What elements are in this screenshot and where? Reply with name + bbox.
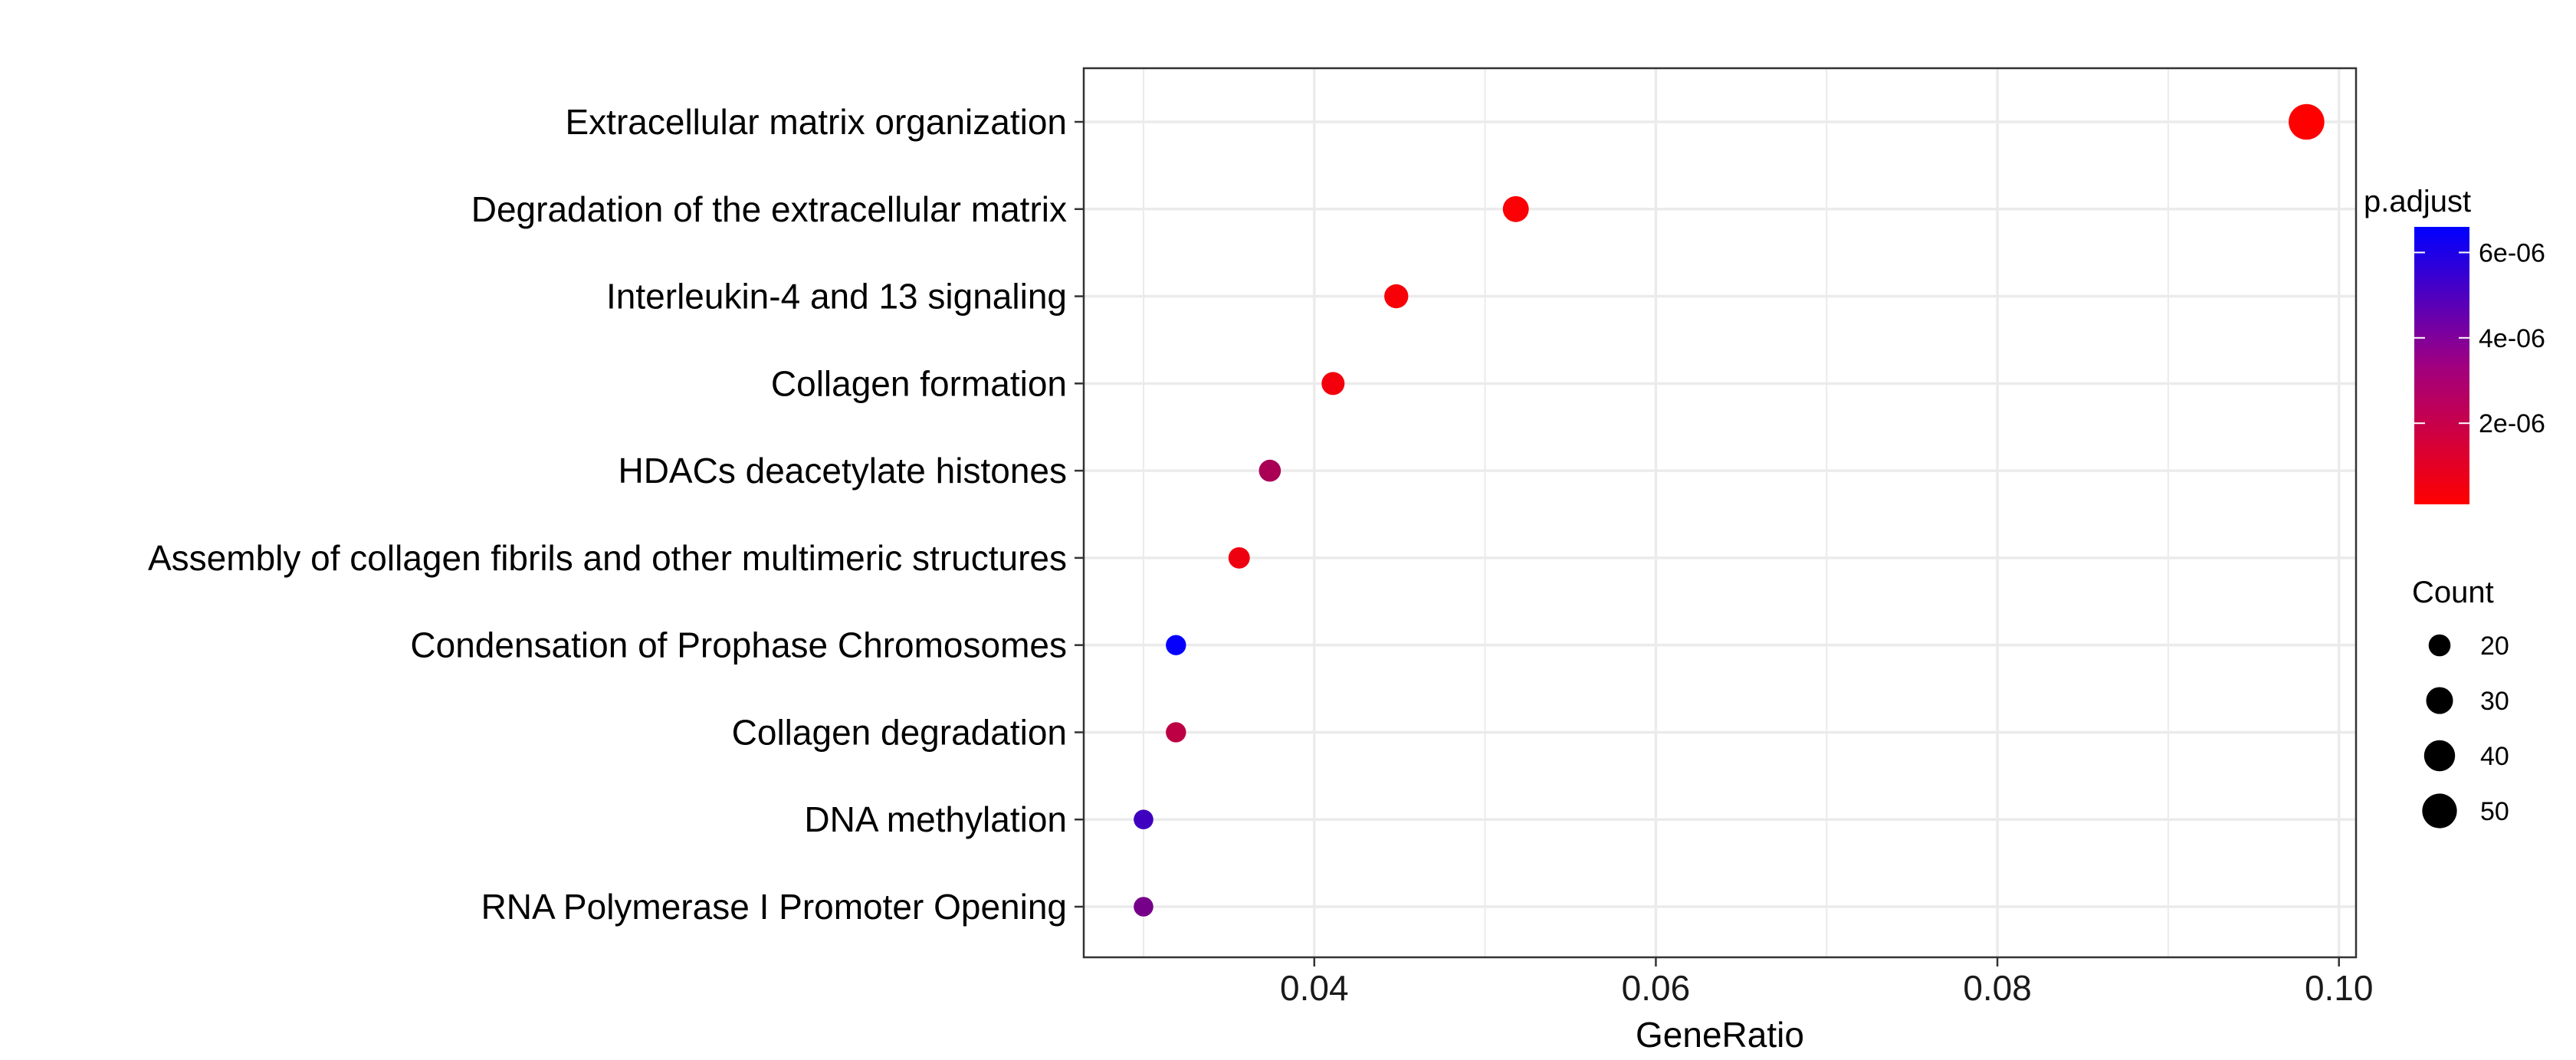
data-point — [1134, 809, 1153, 830]
color-legend: p.adjust 2e-06 4e-06 6e-06 — [2364, 185, 2545, 504]
data-point — [2289, 103, 2325, 140]
y-tick-label: RNA Polymerase I Promoter Opening — [481, 887, 1067, 927]
size-legend-label: 20 — [2480, 632, 2509, 661]
size-legend-key — [2426, 687, 2453, 714]
y-tick-label: Degradation of the extracellular matrix — [471, 189, 1067, 229]
color-legend-label: 2e-06 — [2479, 409, 2545, 438]
color-legend-label: 4e-06 — [2479, 324, 2545, 353]
y-tick-label: Interleukin-4 and 13 signaling — [606, 277, 1067, 317]
data-point — [1258, 459, 1281, 482]
data-point — [1321, 372, 1345, 395]
x-tick-label: 0.10 — [2305, 968, 2374, 1008]
size-legend-title: Count — [2412, 576, 2494, 609]
data-point — [1384, 284, 1409, 309]
size-legend-label: 50 — [2480, 797, 2509, 826]
x-axis: 0.04 0.06 0.08 0.10 — [1280, 957, 2373, 1008]
y-tick-label: Assembly of collagen fibrils and other m… — [148, 538, 1067, 578]
data-point — [1166, 635, 1186, 655]
color-legend-label: 6e-06 — [2479, 238, 2545, 267]
x-tick-label: 0.04 — [1280, 968, 1349, 1008]
data-points — [1134, 103, 2325, 917]
size-legend-key — [2428, 634, 2451, 657]
color-bar — [2414, 227, 2469, 504]
data-point — [1228, 546, 1250, 569]
color-legend-title: p.adjust — [2364, 185, 2471, 218]
size-legend-key — [2423, 740, 2456, 772]
x-tick-label: 0.08 — [1963, 968, 2032, 1008]
y-tick-label: HDACs deacetylate histones — [618, 451, 1067, 491]
data-point — [1134, 897, 1153, 917]
size-legend-label: 30 — [2480, 687, 2509, 716]
y-tick-label: Collagen formation — [771, 363, 1067, 403]
grid-lines — [1084, 68, 2356, 957]
plot-panel-border — [1082, 67, 2358, 959]
size-legend-label: 40 — [2480, 742, 2509, 771]
y-axis: Extracellular matrix organization Degrada… — [148, 102, 1084, 927]
size-legend: Count 20 30 40 50 — [2412, 576, 2509, 829]
y-tick-label: Collagen degradation — [732, 712, 1067, 752]
y-tick-label: DNA methylation — [804, 799, 1067, 839]
x-tick-label: 0.06 — [1622, 968, 1691, 1008]
y-tick-label: Extracellular matrix organization — [566, 102, 1068, 142]
data-point — [1166, 722, 1186, 743]
data-point — [1502, 195, 1529, 222]
y-tick-label: Condensation of Prophase Chromosomes — [410, 625, 1067, 665]
size-legend-key — [2422, 793, 2457, 829]
x-axis-title: GeneRatio — [1636, 1015, 1804, 1055]
